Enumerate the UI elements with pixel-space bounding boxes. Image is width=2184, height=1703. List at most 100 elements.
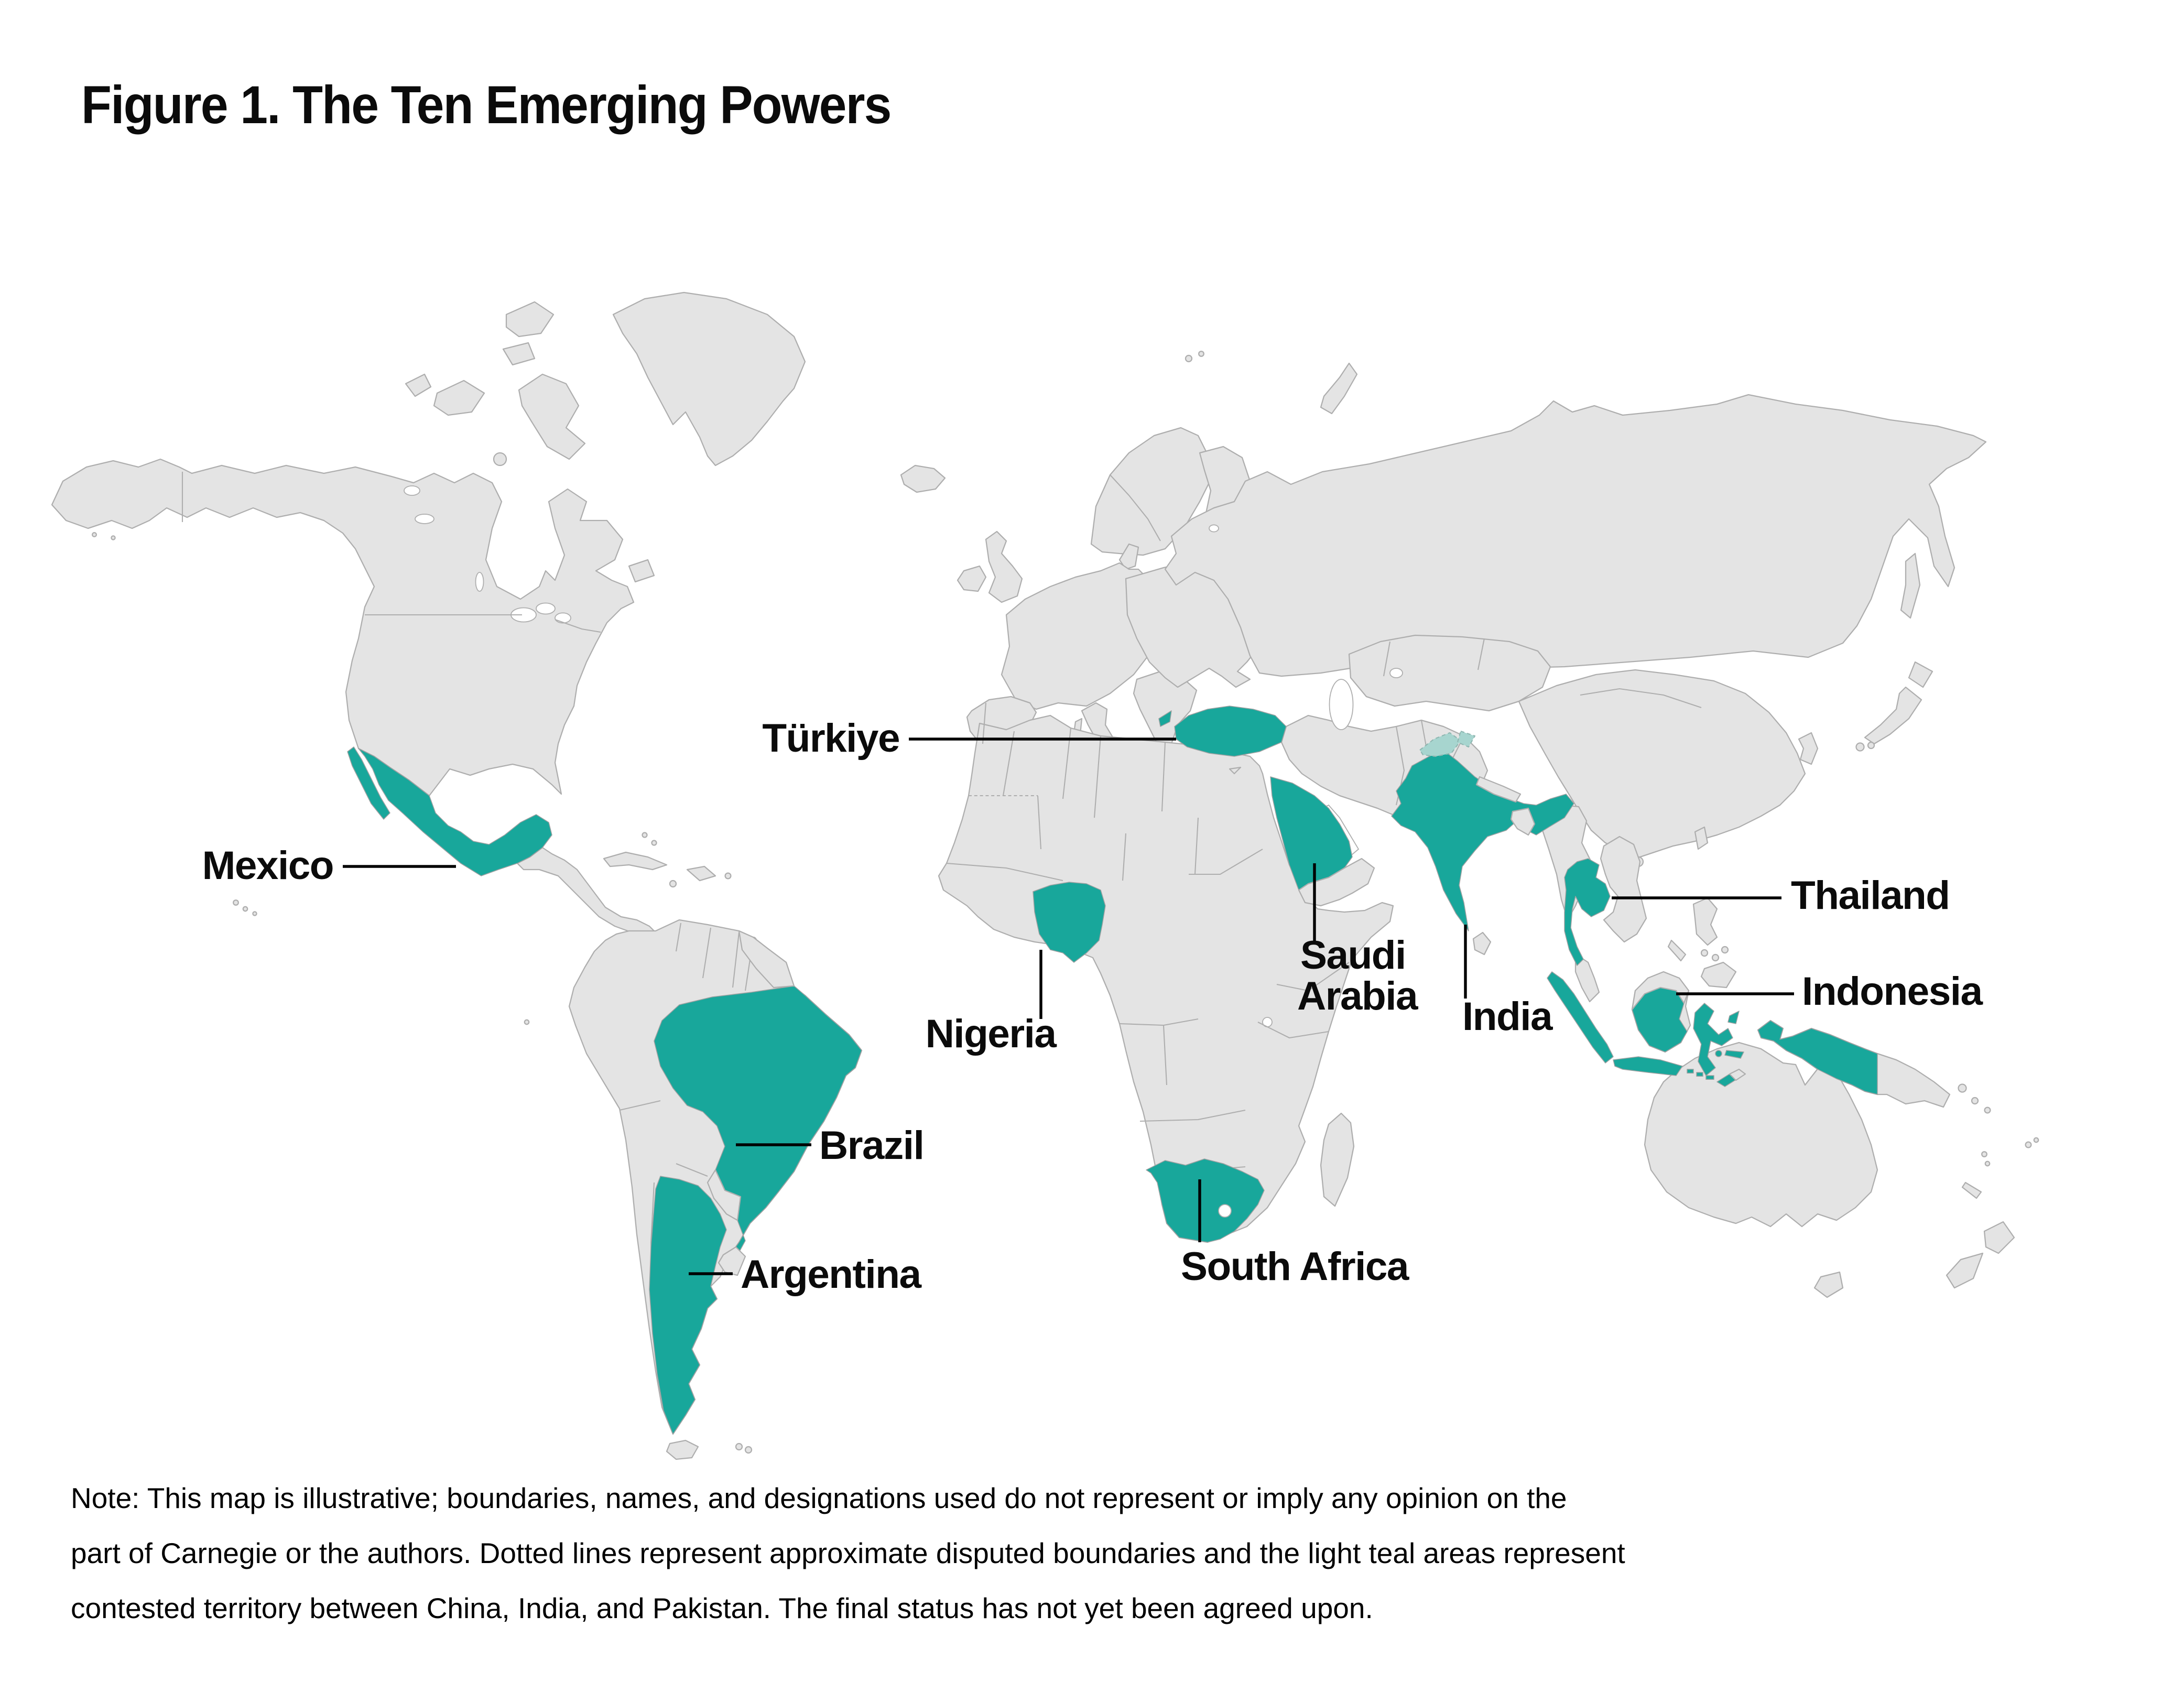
disputed-territories [1419, 730, 1476, 757]
tasmania [1813, 1271, 1844, 1298]
great-slave-lake [415, 514, 434, 524]
puerto-rico [724, 872, 732, 880]
galapagos [524, 1019, 530, 1025]
indonesia-buru [1715, 1050, 1722, 1057]
great-britain [985, 530, 1023, 603]
indonesia-java [1613, 1056, 1683, 1076]
svalbard2 [1198, 351, 1204, 357]
new-caledonia [1961, 1181, 1982, 1199]
bahamas2 [651, 840, 657, 846]
label-indonesia: Indonesia [1802, 969, 1984, 1014]
lesotho [1218, 1204, 1232, 1218]
label-saudi-line1: Saudi [1300, 933, 1406, 978]
hawaii3 [252, 911, 257, 916]
great-lake-huron [536, 602, 556, 615]
disputed-kashmir [1419, 732, 1462, 757]
indonesia-sumatra [1547, 971, 1614, 1064]
cyprus [1229, 766, 1242, 775]
hispaniola [686, 865, 716, 882]
malaysia-borneo [1631, 971, 1690, 1011]
country-south-africa [1146, 1158, 1265, 1243]
baffin-island [518, 373, 586, 460]
country-argentina [649, 1176, 727, 1435]
svalbard [1185, 354, 1193, 363]
kyushu [1855, 742, 1865, 752]
leader-lines [343, 737, 1794, 1275]
bougainville [1971, 1097, 1979, 1105]
landmasses [51, 291, 2039, 1460]
palawan [1667, 939, 1687, 962]
visayas [1700, 949, 1709, 957]
vanuatu2 [1984, 1160, 1991, 1167]
shikoku [1867, 741, 1875, 750]
malay-peninsula [1574, 955, 1600, 1003]
nepal [1475, 776, 1522, 803]
korea [1798, 732, 1819, 765]
ireland [957, 565, 987, 592]
new-britain [1958, 1083, 1967, 1093]
country-mexico [358, 748, 552, 876]
country-thailand [1564, 858, 1611, 966]
central-america [516, 847, 657, 940]
novaya-zemlya [1320, 362, 1358, 415]
southampton-island [493, 452, 507, 467]
label-turkiye: Türkiye [762, 716, 899, 761]
nz-south-island [1946, 1252, 1984, 1289]
note-line-1: Note: This map is illustrative; boundari… [71, 1482, 1567, 1514]
note-line-3: contested territory between China, India… [71, 1592, 1373, 1624]
disputed-aksai-chin [1457, 730, 1476, 748]
solomons [1984, 1107, 1991, 1114]
caspian-sea [1329, 679, 1354, 730]
devon-island [502, 342, 536, 366]
falklands [735, 1442, 743, 1451]
guyanas [738, 930, 795, 989]
indonesia-bali [1687, 1069, 1694, 1073]
vanuatu [1981, 1151, 1987, 1157]
country-brazil [654, 985, 862, 1259]
highlighted-countries [347, 706, 1878, 1435]
label-india: India [1462, 994, 1553, 1039]
visayas2 [1711, 953, 1720, 962]
note-line-2: part of Carnegie or the authors. Dotted … [71, 1537, 1625, 1569]
jamaica [669, 880, 677, 888]
enclaves [707, 766, 1746, 1276]
ellesmere-island [505, 301, 555, 338]
east-timor [1729, 1068, 1746, 1081]
indonesia-seram [1724, 1050, 1744, 1059]
country-labels: Mexico Türkiye Nigeria Saudi Arabia Indi… [202, 716, 1984, 1297]
lake-ladoga [1209, 524, 1219, 533]
map-note: Note: This map is illustrative; boundari… [71, 1471, 1625, 1636]
aleutians2 [111, 535, 116, 540]
iceland [900, 464, 946, 493]
russia [1164, 394, 1987, 677]
country-nigeria [1033, 882, 1106, 963]
label-saudi-line2: Arabia [1297, 974, 1419, 1018]
hawaii2 [242, 906, 248, 912]
taiwan [1694, 826, 1709, 850]
newfoundland [628, 559, 655, 583]
sakhalin [1900, 552, 1921, 619]
victoria-island [433, 379, 485, 416]
aral-sea [1389, 668, 1403, 678]
indonesia-halmahera [1727, 1011, 1740, 1024]
country-mexico-baja [347, 746, 390, 820]
lake-winnipeg [475, 572, 484, 592]
tierra-del-fuego [666, 1439, 699, 1460]
uruguay [718, 1246, 746, 1276]
label-brazil: Brazil [819, 1123, 923, 1168]
label-thailand: Thailand [1791, 873, 1950, 918]
indonesia-sumbawa [1705, 1075, 1714, 1080]
country-turkiye [1174, 706, 1287, 757]
sri-lanka [1472, 931, 1492, 956]
cuba [603, 851, 668, 871]
luzon [1692, 897, 1718, 946]
north-america [51, 458, 635, 797]
indonesia-west-papua [1757, 1020, 1878, 1095]
aleutians [91, 531, 97, 538]
africa [938, 714, 1394, 1243]
fiji2 [2033, 1137, 2039, 1143]
label-nigeria: Nigeria [926, 1012, 1058, 1056]
banks-island [405, 373, 432, 397]
visayas3 [1721, 946, 1729, 954]
